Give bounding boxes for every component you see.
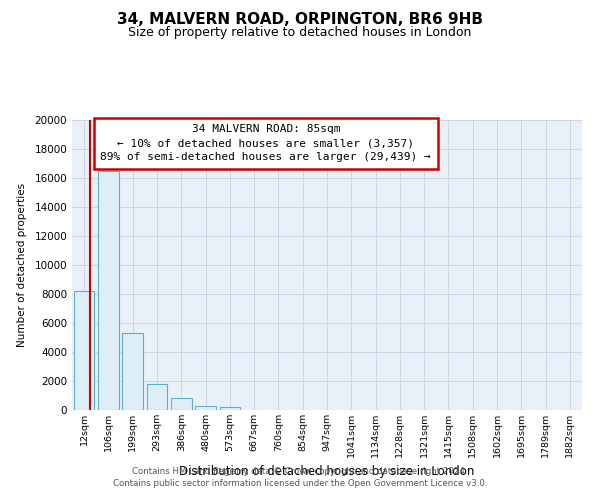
Bar bbox=[122, 333, 143, 410]
Bar bbox=[171, 398, 191, 410]
Text: Contains HM Land Registry data © Crown copyright and database right 2024.
Contai: Contains HM Land Registry data © Crown c… bbox=[113, 466, 487, 487]
Bar bbox=[74, 291, 94, 410]
Bar bbox=[146, 384, 167, 410]
Bar bbox=[220, 407, 240, 410]
Text: 34 MALVERN ROAD: 85sqm
← 10% of detached houses are smaller (3,357)
89% of semi-: 34 MALVERN ROAD: 85sqm ← 10% of detached… bbox=[100, 124, 431, 162]
Text: 34, MALVERN ROAD, ORPINGTON, BR6 9HB: 34, MALVERN ROAD, ORPINGTON, BR6 9HB bbox=[117, 12, 483, 28]
Bar bbox=[98, 171, 119, 410]
Text: Size of property relative to detached houses in London: Size of property relative to detached ho… bbox=[128, 26, 472, 39]
Y-axis label: Number of detached properties: Number of detached properties bbox=[17, 183, 28, 347]
Bar bbox=[195, 406, 216, 410]
X-axis label: Distribution of detached houses by size in London: Distribution of detached houses by size … bbox=[179, 466, 475, 478]
